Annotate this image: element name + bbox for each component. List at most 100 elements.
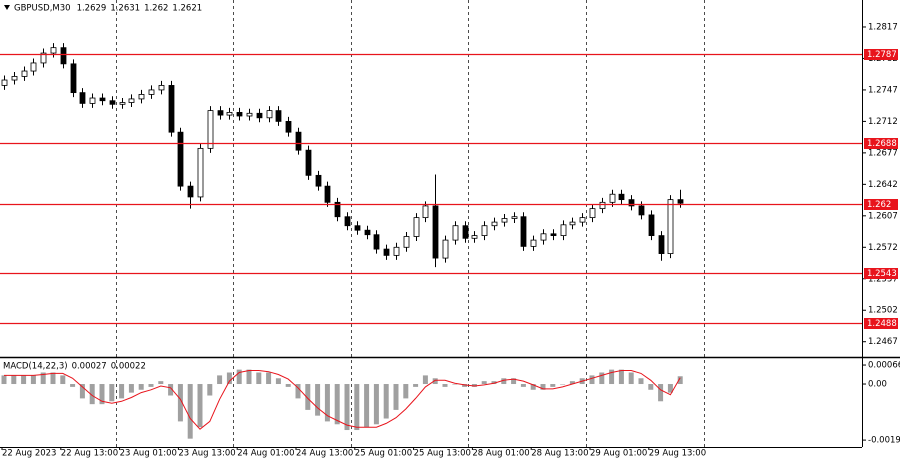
y-tick-label: 0.00 [868,380,887,390]
candle-body [462,225,469,239]
candle-body [226,112,233,116]
macd-title: MACD(14,22,3) [3,362,68,372]
candle-body [667,199,674,254]
macd-bar [168,384,174,396]
macd-bar [422,375,428,385]
macd-bar [638,378,644,385]
macd-bar [197,384,203,428]
level-label-box [864,318,898,329]
macd-bar [1,375,7,385]
candle-body [618,193,625,201]
macd-bar [618,369,624,385]
macd-bar [550,384,556,387]
candle-body [609,193,616,203]
candle-body [658,235,665,254]
quote-value: 1.2631 [110,4,140,14]
macd-bar [138,384,144,390]
macd-bar [569,381,575,385]
x-tick-label: 23 Aug 01:00 [120,449,177,459]
level-label: 1.2488 [867,319,897,329]
macd-bar [589,375,595,385]
candle-body [579,217,586,223]
y-tick-label: 1.2712 [868,117,898,127]
macd-bar [158,381,164,385]
macd-bar [207,384,213,396]
candle-body [677,199,684,204]
symbol-title: GBPUSD,M30 [14,4,71,14]
macd-bar [383,384,389,419]
macd-bar [30,375,36,385]
y-tick-label: 1.2502 [868,306,898,316]
macd-bar [11,375,17,385]
candle-body [168,85,175,133]
macd-bar [364,384,370,428]
macd-bar [354,384,360,431]
macd-bar [60,375,66,385]
macd-bar [187,384,193,439]
x-tick-label: 24 Aug 13:00 [296,449,353,459]
macd-bar [50,372,56,385]
macd-bar [442,384,448,387]
candle-body [442,239,449,259]
candle-body [315,174,322,187]
candle-body [413,217,420,237]
candle-body [275,110,282,122]
macd-bar [599,372,605,385]
level-label-box [864,268,898,279]
candle-body [1,79,8,86]
candle-body [354,225,361,231]
macd-bar [373,384,379,425]
macd-bar [677,376,683,385]
level-label: 1.2688 [867,139,897,149]
y-tick-label: 1.2817 [868,22,898,32]
macd-bar [540,384,546,390]
x-tick-label: 29 Aug 01:00 [590,449,647,459]
candle-body [246,112,253,117]
macd-bar [511,378,517,385]
x-tick-label: 25 Aug 13:00 [414,449,471,459]
candle-body [569,221,576,226]
macd-bar [609,369,615,385]
y-tick-label: 1.2677 [868,148,898,158]
x-tick-label: 28 Aug 01:00 [472,449,529,459]
candle-body [550,233,557,237]
y-tick-label: -0.00195 [868,436,900,446]
macd-bar [226,372,232,385]
macd-bar [275,378,281,385]
menu-arrow[interactable] [4,5,10,10]
candle-body [452,225,459,241]
candle-body [560,224,567,237]
macd-bar [266,372,272,385]
candle-body [266,110,273,119]
candle-body [520,216,527,247]
macd-bar [432,378,438,385]
candle-body [373,234,380,250]
candle-body [383,248,390,256]
macd-bar [520,384,526,387]
candle-body [50,47,57,54]
macd-bar [648,384,654,390]
candle-body [285,120,292,133]
macd-bar [236,369,242,385]
quote-value: 1.262 [144,4,168,14]
macd-bar [79,384,85,399]
candle-body [128,98,135,103]
macd-bar [89,384,95,405]
candle-body [79,92,86,104]
candle-body [158,85,165,91]
candle-body [40,52,47,64]
candle-body [148,89,155,95]
candle-body [471,235,478,239]
macd-bar [21,375,27,385]
candle-body [89,97,96,104]
candle-body [138,94,145,100]
candle-body [236,112,243,117]
macd-bar [491,381,497,385]
macd-bar [334,384,340,425]
candle-body [187,185,194,198]
y-tick-label: 1.2747 [868,85,898,95]
macd-bar [119,384,125,399]
candle-body [364,229,371,236]
candle-body [256,112,263,119]
